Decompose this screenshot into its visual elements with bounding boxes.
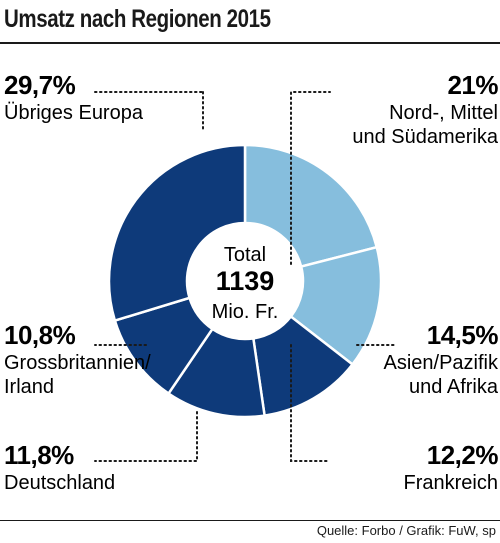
- slice-name-label-4-0: Grossbritannien/: [4, 352, 151, 374]
- center-text-2: Mio. Fr.: [212, 301, 279, 323]
- slice-value-label-3: 11,8%: [4, 440, 74, 470]
- donut-slices: [107, 143, 383, 419]
- slice-name-label-3-0: Deutschland: [4, 472, 115, 494]
- leader-line-2: [290, 344, 331, 462]
- center-text-0: Total: [224, 244, 266, 266]
- slice-value-label-1: 14,5%: [427, 320, 499, 350]
- footer-rule: [0, 520, 500, 521]
- slice-value-label-0: 21%: [447, 70, 498, 100]
- leader-line-0: [290, 91, 331, 265]
- slice-name-label-0-0: Nord-, Mittel: [389, 102, 498, 124]
- leader-lines: [94, 91, 396, 462]
- slice-name-label-4-1: Irland: [4, 376, 54, 398]
- source-note: Quelle: Forbo / Grafik: FuW, sp: [316, 523, 496, 538]
- donut-hole: [187, 223, 303, 339]
- slice-name-label-1-0: Asien/Pazifik: [384, 352, 499, 374]
- slice-value-label-4: 10,8%: [4, 320, 76, 350]
- slice-value-label-5: 29,7%: [4, 70, 76, 100]
- slice-name-label-5-0: Übriges Europa: [4, 102, 144, 124]
- slice-value-label-2: 12,2%: [427, 440, 499, 470]
- slice-name-label-1-1: und Afrika: [409, 376, 499, 398]
- chart-title: Umsatz nach Regionen 2015: [4, 5, 271, 33]
- title-rule: [0, 42, 500, 44]
- center-text-1: 1139: [216, 266, 275, 296]
- slice-name-label-2-0: Frankreich: [404, 472, 498, 494]
- slice-name-label-0-1: und Südamerika: [352, 126, 499, 148]
- leader-line-3: [94, 411, 198, 462]
